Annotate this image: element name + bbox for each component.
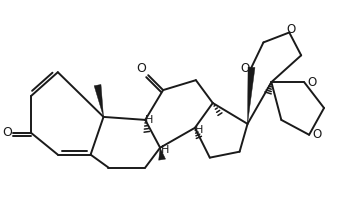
Polygon shape (247, 67, 255, 124)
Text: O: O (136, 62, 146, 75)
Text: H: H (195, 125, 203, 135)
Text: O: O (2, 126, 12, 139)
Polygon shape (94, 84, 103, 117)
Text: O: O (240, 62, 249, 75)
Text: O: O (287, 23, 296, 36)
Text: O: O (308, 76, 317, 89)
Polygon shape (159, 148, 165, 160)
Text: H: H (145, 115, 153, 125)
Text: H: H (161, 145, 169, 155)
Text: O: O (313, 128, 322, 141)
